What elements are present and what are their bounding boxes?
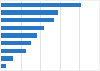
Bar (1, 41, 31, 45)
Bar (1, 64, 6, 68)
Bar (1, 18, 54, 22)
Bar (1, 3, 81, 7)
Bar (1, 33, 37, 38)
Bar (1, 10, 58, 15)
Bar (1, 49, 26, 53)
Bar (1, 56, 13, 61)
Bar (1, 26, 44, 30)
